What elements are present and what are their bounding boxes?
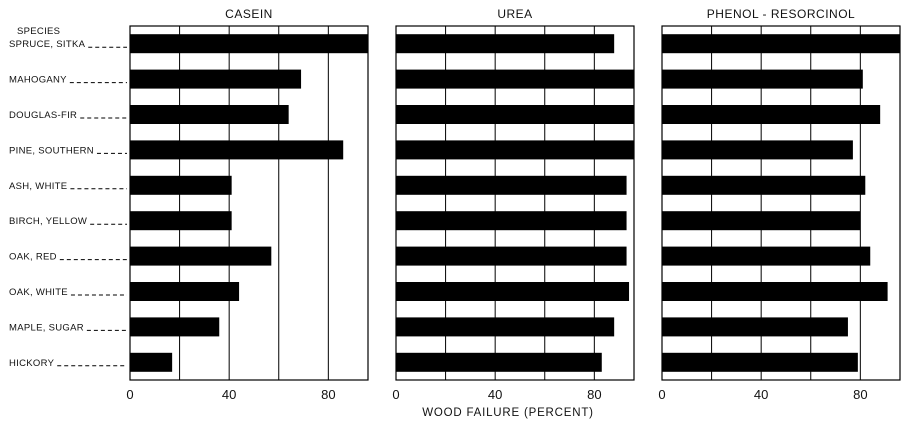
panel-title: CASEIN [225, 7, 273, 21]
x-tick-label: 40 [222, 387, 236, 402]
bar [662, 175, 866, 195]
bar [662, 69, 863, 89]
x-axis-label: WOOD FAILURE (PERCENT) [422, 407, 594, 419]
bar [130, 140, 344, 160]
x-tick-label: 80 [321, 387, 335, 402]
panel-title: PHENOL - RESORCINOL [707, 7, 855, 21]
bar [662, 282, 888, 301]
panel-title: UREA [497, 7, 532, 21]
bar [396, 246, 627, 266]
panel-frame [661, 25, 901, 381]
species-label: OAK, RED [9, 252, 57, 263]
species-label: MAPLE, SUGAR [9, 322, 84, 333]
bar [662, 105, 881, 124]
bar [130, 69, 302, 89]
bar [396, 317, 615, 337]
bar [130, 175, 232, 195]
panel-frame [129, 25, 369, 381]
species-label: ASH, WHITE [9, 181, 67, 192]
x-tick-label: 0 [658, 387, 665, 402]
species-label: OAK, WHITE [9, 287, 68, 298]
bar [130, 246, 272, 266]
species-label: MAHOGANY [9, 75, 67, 86]
species-header: SPECIES [17, 26, 60, 37]
x-tick-label: 0 [126, 387, 133, 402]
bar [396, 211, 627, 231]
x-tick-label: 0 [392, 387, 399, 402]
bar [396, 34, 615, 54]
species-labels: SPRUCE, SITKA MAHOGANY DOUGLAS-FIR PINE, SO… [9, 39, 127, 369]
x-tick-label: 40 [488, 387, 502, 402]
bar [130, 34, 368, 54]
panel: UREA 0 40 80 [392, 7, 635, 402]
bar [662, 34, 900, 54]
bar [396, 140, 634, 160]
bar [662, 211, 861, 231]
panel: CASEIN 0 40 80 [126, 7, 369, 402]
bar [662, 140, 853, 160]
bar [130, 105, 289, 124]
bar [130, 211, 232, 231]
bar [662, 317, 848, 337]
bar [130, 352, 173, 372]
panel-frame [395, 25, 635, 381]
bar [662, 246, 871, 266]
chart-panels: CASEIN 0 40 80 UREA 0 40 80 PHENOL - RESORCINOL 0… [126, 7, 901, 402]
bar [396, 282, 630, 301]
x-tick-label: 80 [587, 387, 601, 402]
panel: PHENOL - RESORCINOL 0 40 80 [658, 7, 901, 402]
x-tick-label: 80 [853, 387, 867, 402]
species-label: PINE, SOUTHERN [9, 145, 94, 156]
bar [396, 69, 634, 89]
species-label: DOUGLAS-FIR [9, 110, 77, 121]
bar [396, 175, 627, 195]
bar [396, 105, 634, 124]
bar [130, 282, 240, 301]
bar [396, 352, 602, 372]
species-label: SPRUCE, SITKA [9, 39, 86, 50]
x-tick-label: 40 [754, 387, 768, 402]
species-label: HICKORY [9, 358, 55, 369]
bar [662, 352, 858, 372]
bar [130, 317, 220, 337]
species-label: BIRCH, YELLOW [9, 216, 87, 227]
